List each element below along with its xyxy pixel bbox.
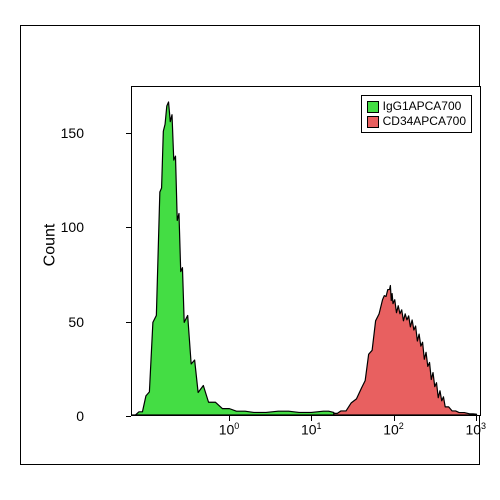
x-tick-label: 100 [219, 421, 240, 438]
x-tick [229, 416, 230, 421]
legend: IgG1APCA700CD34APCA700 [361, 95, 472, 133]
legend-swatch [367, 101, 379, 113]
y-tick [126, 322, 131, 323]
legend-label: CD34APCA700 [383, 114, 466, 129]
x-tick [311, 416, 312, 421]
chart-frame: Count IgG1APCA700CD34APCA700 050100150 1… [20, 25, 480, 465]
y-tick [126, 416, 131, 417]
y-tick-label: 150 [44, 125, 84, 141]
histogram-svg [132, 87, 480, 415]
legend-item: CD34APCA700 [367, 114, 466, 129]
y-tick-label: 100 [44, 219, 84, 235]
legend-label: IgG1APCA700 [383, 99, 462, 114]
y-tick [126, 133, 131, 134]
x-tick-label: 101 [301, 421, 322, 438]
legend-swatch [367, 116, 379, 128]
legend-item: IgG1APCA700 [367, 99, 466, 114]
histogram-series [334, 286, 477, 415]
y-tick [126, 227, 131, 228]
y-tick-label: 0 [44, 408, 84, 424]
x-tick [394, 416, 395, 421]
x-tick-label: 102 [383, 421, 404, 438]
plot-area: IgG1APCA700CD34APCA700 [131, 86, 481, 416]
histogram-series [132, 102, 334, 415]
x-tick-label: 103 [465, 421, 486, 438]
y-tick-label: 50 [44, 314, 84, 330]
x-tick [476, 416, 477, 421]
